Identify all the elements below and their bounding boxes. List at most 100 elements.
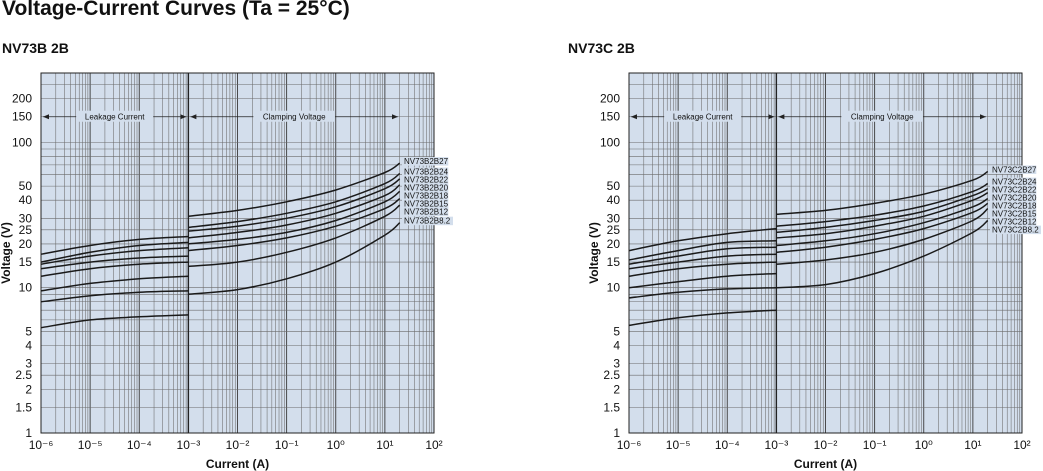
y-tick-label: 15 [19, 255, 33, 269]
series-label-bg [990, 209, 1037, 219]
series-line-NV73B2B20-clamp [188, 184, 401, 239]
y-axis-label: Voltage (V) [0, 222, 13, 284]
series-label: NV73B2B24 [404, 168, 449, 177]
x-tick-label: 10⁻¹ [863, 438, 887, 452]
region-arrowhead-left [43, 114, 49, 120]
series-line-NV73C2B18-leakage [628, 261, 777, 277]
series-label-bg [402, 175, 449, 185]
series-label-bg [402, 216, 453, 226]
y-tick-label: 2 [25, 382, 32, 396]
y-tick-label: 2.5 [603, 368, 620, 382]
y-tick-label: 2 [613, 382, 620, 396]
series-label: NV73C2B24 [992, 178, 1037, 187]
region-arrowhead-right [392, 114, 398, 120]
y-tick-label: 10 [19, 281, 33, 295]
series-label-bg [402, 167, 449, 177]
series-label: NV73B2B22 [404, 176, 449, 185]
region-arrowhead-right [768, 114, 775, 120]
series-label: NV73C2B8.2 [992, 226, 1039, 235]
y-tick-label: 10 [607, 281, 621, 295]
series-label: NV73B2B20 [404, 184, 449, 193]
series-line-NV73B2B27-leakage [40, 235, 189, 255]
series-line-NV73B2B8.2-clamp [188, 222, 401, 296]
y-tick-label: 100 [600, 135, 620, 149]
x-tick-label: 10⁻¹ [275, 438, 299, 452]
series-line-NV73C2B15-leakage [628, 272, 777, 289]
series-label: NV73B2B27 [404, 157, 449, 166]
series-label-bg [990, 193, 1037, 203]
series-line-NV73C2B20-clamp [776, 192, 989, 239]
series-line-NV73B2B18-clamp [188, 190, 401, 245]
y-tick-label: 4 [25, 339, 32, 353]
x-tick-label: 10¹ [376, 438, 393, 452]
series-line-NV73C2B27-clamp [776, 170, 989, 216]
x-axis-label: Current (A) [206, 457, 269, 471]
y-tick-label: 3 [613, 357, 620, 371]
series-label-bg [990, 185, 1037, 195]
series-label: NV73B2B18 [404, 192, 449, 201]
region-arrowhead-left [190, 114, 197, 120]
series-label: NV73C2B15 [992, 210, 1037, 219]
y-tick-label: 50 [19, 179, 33, 193]
region-arrowhead-left [778, 114, 785, 120]
y-tick-label: 3 [25, 357, 32, 371]
series-line-NV73C2B8.2-clamp [776, 219, 989, 289]
plot-frame [40, 72, 435, 434]
series-line-NV73C2B12-leakage [628, 286, 777, 299]
y-axis-label: Voltage (V) [587, 222, 601, 284]
y-tick-label: 4 [613, 339, 620, 353]
y-tick-label: 20 [19, 237, 33, 251]
region-label: Leakage Current [673, 113, 733, 122]
x-tick-label: 10⁻⁵ [666, 438, 691, 452]
y-tick-label: 200 [600, 92, 620, 106]
series-label-bg [990, 165, 1037, 175]
region-label-bg [76, 110, 154, 122]
y-tick-label: 25 [19, 223, 33, 237]
series-label-bg [990, 177, 1037, 187]
series-line-NV73C2B12-clamp [776, 208, 989, 265]
x-tick-label: 10⁻⁶ [29, 438, 54, 452]
region-arrowhead-left [631, 114, 637, 120]
y-tick-label: 15 [607, 255, 621, 269]
y-tick-label: 150 [600, 110, 620, 124]
x-tick-label: 10⁻⁶ [617, 438, 642, 452]
y-tick-label: 50 [607, 179, 621, 193]
x-tick-label: 10⁻⁴ [715, 438, 740, 452]
y-tick-label: 30 [607, 211, 621, 225]
series-line-NV73B2B20-leakage [40, 255, 189, 270]
x-tick-label: 10⁰ [915, 438, 933, 452]
x-tick-label: 10² [425, 438, 442, 452]
y-tick-label: 25 [607, 223, 621, 237]
series-label: NV73C2B12 [992, 218, 1037, 227]
series-line-NV73C2B24-clamp [776, 182, 989, 227]
series-line-NV73B2B15-clamp [188, 197, 401, 252]
x-tick-label: 10⁻³ [765, 438, 789, 452]
series-label-bg [402, 207, 449, 217]
series-line-NV73C2B15-clamp [776, 202, 989, 254]
y-tick-label: 100 [12, 135, 32, 149]
region-arrowhead-right [180, 114, 187, 120]
series-label-bg [990, 201, 1037, 211]
series-label: NV73C2B22 [992, 186, 1037, 195]
series-line-NV73B2B8.2-leakage [40, 314, 189, 329]
series-line-NV73B2B22-leakage [40, 247, 189, 265]
series-line-NV73B2B24-clamp [188, 172, 401, 229]
x-tick-label: 10⁰ [327, 438, 345, 452]
y-tick-label: 1 [25, 426, 32, 440]
series-label-bg [402, 191, 449, 201]
y-tick-label: 40 [19, 193, 33, 207]
region-label: Leakage Current [85, 113, 145, 122]
series-line-NV73B2B12-leakage [40, 290, 189, 303]
series-label: NV73B2B15 [404, 200, 449, 209]
x-tick-label: 10⁻² [814, 438, 838, 452]
region-label-bg [253, 110, 335, 122]
plot-frame [628, 72, 1023, 434]
series-label-bg [402, 157, 449, 166]
series-label: NV73C2B20 [992, 194, 1037, 203]
region-label-bg [664, 110, 742, 122]
series-label: NV73C2B18 [992, 202, 1037, 211]
chart-2-title: NV73C 2B [568, 40, 635, 56]
